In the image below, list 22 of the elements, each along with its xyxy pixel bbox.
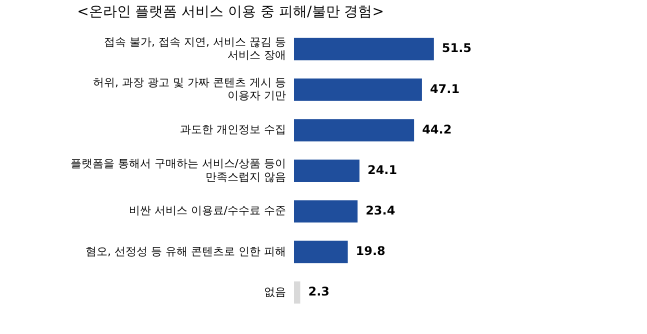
data-label: 44.2 bbox=[422, 122, 452, 136]
bar bbox=[294, 38, 434, 60]
y-tick-label: 플랫폼을 통해서 구매하는 서비스/상품 등이 만족스럽지 않음 bbox=[70, 157, 286, 184]
y-tick-label: 접속 불가, 접속 지연, 서비스 끊김 등 서비스 장애 bbox=[104, 35, 286, 62]
bar bbox=[294, 78, 422, 101]
chart-title: <온라인 플랫폼 서비스 이용 중 피해/불만 경험> bbox=[77, 4, 384, 20]
data-label: 23.4 bbox=[366, 203, 396, 218]
bar bbox=[294, 200, 358, 223]
bar bbox=[294, 160, 360, 182]
data-label: 51.5 bbox=[442, 41, 472, 56]
bar bbox=[294, 240, 348, 264]
data-label: 19.8 bbox=[356, 244, 386, 258]
bar bbox=[294, 281, 300, 304]
data-label: 24.1 bbox=[367, 162, 398, 177]
y-tick-label: 과도한 개인정보 수집 bbox=[180, 123, 286, 136]
y-tick-label: 허위, 과장 광고 및 가짜 콘텐츠 게시 등 이용자 기만 bbox=[93, 76, 286, 102]
y-tick-label: 없음 bbox=[264, 285, 286, 298]
data-label: 2.3 bbox=[308, 284, 330, 299]
bar bbox=[294, 119, 414, 142]
data-label: 47.1 bbox=[430, 82, 460, 96]
y-tick-label: 혐오, 선정성 등 유해 콘텐츠로 인한 피해 bbox=[86, 244, 286, 258]
y-tick-label: 비싼 서비스 이용료/수수료 수준 bbox=[128, 204, 286, 218]
